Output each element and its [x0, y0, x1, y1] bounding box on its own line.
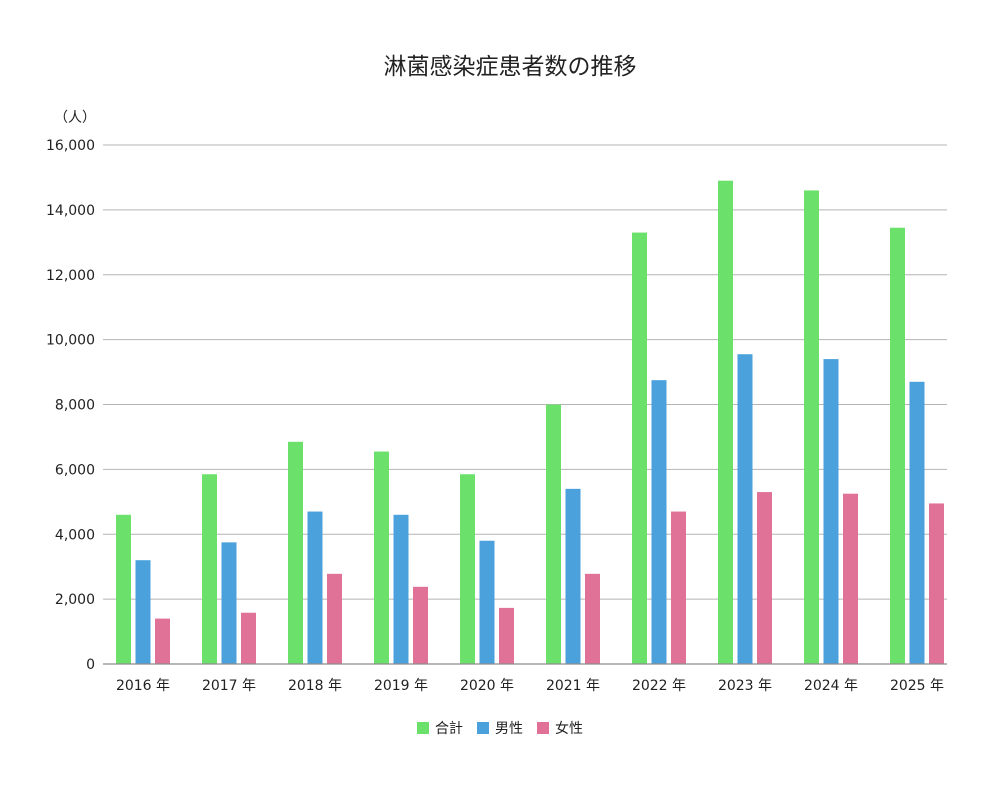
- bar-男性-2016年: [135, 560, 151, 664]
- y-tick-label: 16,000: [46, 138, 95, 154]
- bar-男性-2022年: [651, 380, 667, 664]
- bar-合計-2016年: [116, 514, 131, 664]
- y-tick-label: 4,000: [55, 527, 95, 543]
- bar-男性-2021年: [565, 488, 581, 664]
- x-tick-label: 2017 年: [202, 678, 256, 694]
- bar-男性-2023年: [737, 354, 753, 664]
- legend-swatch-女性: [537, 722, 549, 734]
- x-tick-label: 2025 年: [890, 678, 944, 694]
- y-axis-unit-label: （人）: [54, 110, 96, 126]
- bar-男性-2025年: [909, 381, 925, 664]
- y-tick-label: 10,000: [46, 333, 95, 349]
- bar-女性-2023年: [757, 492, 772, 664]
- bar-女性-2021年: [585, 573, 600, 664]
- y-tick-label: 8,000: [55, 398, 95, 414]
- legend: 合計 男性 女性: [417, 720, 583, 737]
- y-tick-label: 2,000: [55, 592, 95, 608]
- bar-合計-2020年: [460, 474, 475, 664]
- bar-合計-2017年: [202, 474, 217, 664]
- grid-lines: [103, 144, 947, 600]
- legend-swatch-男性: [477, 722, 489, 734]
- bar-女性-2024年: [843, 493, 858, 664]
- bar-合計-2025年: [890, 227, 905, 664]
- legend-label-男性: 男性: [495, 721, 523, 737]
- bar-女性-2019年: [413, 586, 428, 664]
- legend-swatch-合計: [417, 722, 429, 734]
- y-tick-label: 0: [86, 657, 95, 673]
- bar-男性-2017年: [221, 542, 237, 664]
- bar-合計-2024年: [804, 190, 819, 664]
- x-tick-label: 2021 年: [546, 678, 600, 694]
- y-tick-label: 14,000: [46, 203, 95, 219]
- bar-合計-2023年: [718, 180, 733, 664]
- x-axis-ticks: 2016 年 2017 年 2018 年 2019 年 2020 年 2021 年 2022…: [116, 678, 944, 694]
- x-tick-label: 2022 年: [632, 678, 686, 694]
- bar-女性-2018年: [327, 573, 342, 664]
- bar-合計-2021年: [546, 404, 561, 664]
- bar-女性-2017年: [241, 612, 256, 664]
- bar-合計-2022年: [632, 232, 647, 665]
- y-tick-label: 12,000: [46, 268, 95, 284]
- x-tick-label: 2019 年: [374, 678, 428, 694]
- x-tick-label: 2020 年: [460, 678, 514, 694]
- y-axis-ticks: 0 2,000 4,000 6,000 8,000 10,000 12,000 14,000 1…: [46, 138, 95, 673]
- y-tick-label: 6,000: [55, 462, 95, 478]
- chart-title: 淋菌感染症患者数の推移: [384, 54, 637, 80]
- bar-男性-2024年: [823, 359, 839, 664]
- x-tick-label: 2016 年: [116, 678, 170, 694]
- bar-男性-2018年: [307, 511, 323, 664]
- bar-女性-2025年: [929, 503, 944, 664]
- bar-女性-2022年: [671, 511, 686, 664]
- bar-女性-2016年: [155, 618, 170, 664]
- legend-label-合計: 合計: [435, 721, 463, 737]
- bar-男性-2019年: [393, 514, 409, 664]
- x-tick-label: 2018 年: [288, 678, 342, 694]
- x-tick-label: 2024 年: [804, 678, 858, 694]
- bar-合計-2019年: [374, 451, 389, 664]
- legend-label-女性: 女性: [555, 720, 583, 737]
- bar-合計-2018年: [288, 441, 303, 664]
- bars: [116, 180, 944, 665]
- x-tick-label: 2023 年: [718, 678, 772, 694]
- bar-女性-2020年: [499, 607, 514, 664]
- bar-男性-2020年: [479, 540, 495, 664]
